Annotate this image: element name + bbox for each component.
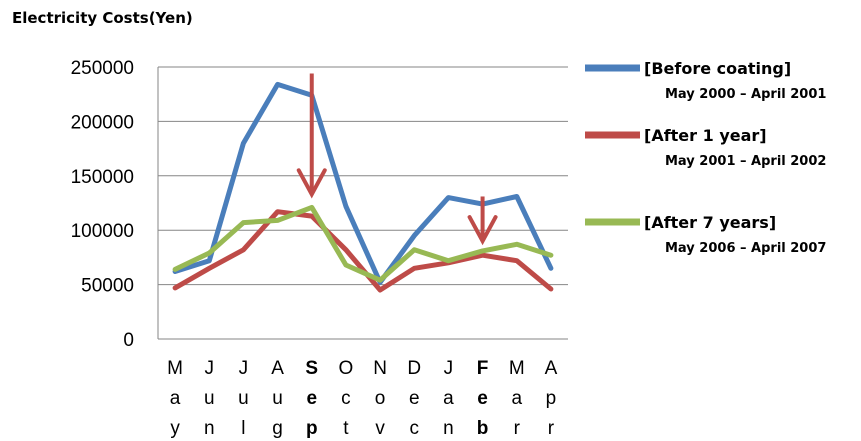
legend-period-2: May 2006 – April 2007 — [665, 241, 826, 256]
series-line-0 — [172, 81, 554, 285]
chart-title: Electricity Costs(Yen) — [12, 9, 193, 27]
y-tick-label: 200000 — [71, 112, 134, 133]
series-line-2 — [172, 204, 554, 283]
y-tick-label: 50000 — [81, 276, 134, 297]
y-tick-label: 150000 — [71, 167, 134, 188]
legend-label-1: [After 1 year] — [644, 126, 767, 145]
y-tick-label: 100000 — [71, 221, 134, 242]
series-lines — [172, 81, 554, 293]
annotation-arrow-1 — [467, 196, 498, 246]
legend-label-2: [After 7 years] — [644, 213, 776, 232]
y-tick-label: 250000 — [71, 58, 134, 79]
y-axis-ticks: 0 50000 100000 150000 200000 250000 — [71, 58, 134, 351]
grid — [157, 66, 568, 340]
legend-period-0: May 2000 – April 2001 — [665, 87, 826, 102]
y-tick-label: 0 — [123, 330, 134, 351]
legend: [Before coating] May 2000 – April 2001 [Af… — [585, 59, 826, 256]
annotation-arrows — [296, 73, 498, 246]
annotation-arrow-0 — [296, 73, 327, 199]
legend-label-0: [Before coating] — [644, 59, 791, 78]
legend-period-1: May 2001 – April 2002 — [665, 154, 826, 169]
